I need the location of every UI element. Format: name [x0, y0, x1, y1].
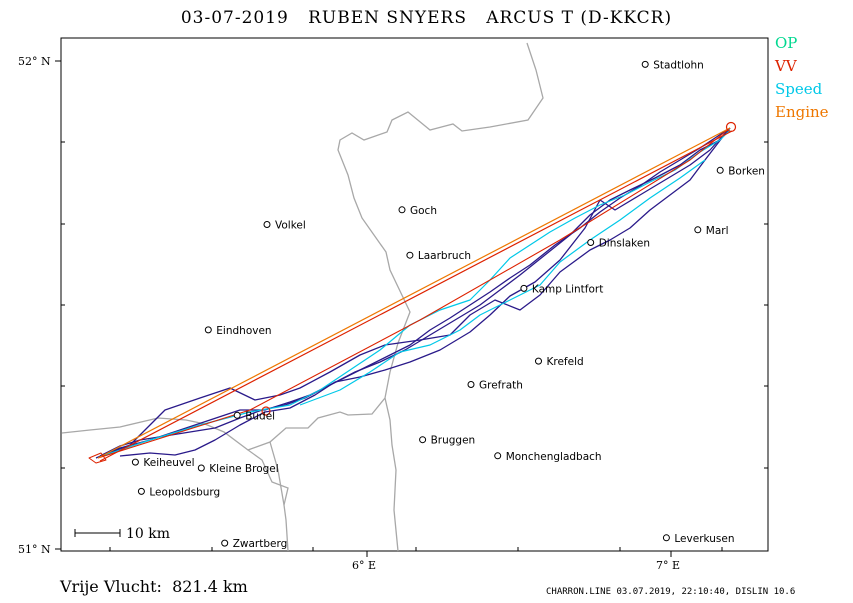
town-marker: [137, 487, 145, 495]
town-label: Kleine Brogel: [209, 463, 278, 475]
town-label: Laarbruch: [418, 250, 471, 262]
town-markers: Stadtlohn Borken Goch Volkel Marl Laarbruch Di…: [131, 59, 765, 550]
border-be-nl-south: [269, 441, 285, 506]
town-marker: [204, 326, 212, 334]
town-label: Monchengladbach: [506, 451, 602, 463]
town-label: Krefeld: [547, 356, 584, 368]
town-marker: [131, 458, 139, 466]
scale-bar-label: 10 km: [126, 526, 170, 542]
town-label: Dinslaken: [599, 238, 650, 250]
town-label: Kamp Lintfort: [532, 283, 603, 295]
town-label: Zwartberg: [233, 538, 288, 550]
town-marker: [662, 534, 670, 542]
legend-engine: Engine: [775, 103, 829, 121]
free-flight-distance: Vrije Vlucht: 821.4 km: [60, 577, 248, 596]
town-marker: [494, 452, 502, 460]
lon-label-6: 6° E: [352, 559, 376, 572]
town-marker: [197, 464, 205, 472]
lat-label-bottom: 51° N: [18, 543, 51, 556]
town-marker: [233, 411, 241, 419]
town-label: Borken: [728, 165, 765, 177]
map-title: 03-07-2019 RUBEN SNYERS ARCUS T (D-KKCR): [180, 8, 673, 28]
track-line-2: [99, 127, 731, 457]
town-marker: [694, 226, 702, 234]
town-marker: [520, 284, 528, 292]
town-label: Leopoldsburg: [149, 486, 220, 498]
flight-track: [88, 121, 737, 464]
town-marker: [535, 357, 542, 365]
turnpoint-marker-west: [261, 406, 271, 416]
border-nl-de: [246, 42, 544, 552]
scale-bar: 10 km: [74, 526, 170, 542]
legend-speed: Speed: [775, 80, 823, 98]
map-frame: [60, 37, 769, 552]
town-label: Budel: [245, 410, 275, 422]
legend-op: OP: [775, 34, 798, 52]
town-label: Goch: [410, 205, 437, 217]
town-marker: [467, 381, 475, 388]
program-info: CHARRON.LINE 03.07.2019, 22:10:40, DISLI…: [546, 587, 796, 597]
town-marker: [641, 60, 649, 68]
town-marker: [716, 166, 724, 174]
town-label: Eindhoven: [216, 325, 271, 337]
speed-line: [104, 129, 731, 456]
town-label: Bruggen: [431, 435, 476, 447]
town-label: Keiheuvel: [143, 457, 194, 469]
start-marker: [88, 452, 107, 464]
border-de-south: [384, 397, 399, 552]
town-label: Leverkusen: [674, 533, 734, 545]
turnpoint-marker-east: [725, 121, 737, 133]
border-lines: [61, 42, 544, 552]
town-label: Volkel: [275, 220, 306, 232]
legend-vv: VV: [775, 57, 797, 75]
town-label: Grefrath: [479, 380, 523, 392]
town-label: Stadtlohn: [653, 59, 704, 71]
track-line-3: [99, 129, 729, 458]
axis-ticks: [55, 60, 768, 557]
engine-line: [97, 127, 731, 459]
town-marker: [221, 539, 229, 547]
town-marker: [406, 251, 414, 259]
town-marker: [419, 436, 427, 444]
town-label: Marl: [706, 225, 729, 237]
town-marker: [398, 206, 406, 214]
lat-label-top: 52° N: [18, 55, 51, 68]
lon-label-7: 7° E: [656, 559, 680, 572]
vv-line: [97, 127, 731, 459]
vv-straight-line: [99, 130, 733, 462]
town-marker: [587, 239, 595, 246]
border-be-nl-west: [61, 417, 249, 451]
track-line-4: [119, 129, 729, 457]
town-marker: [263, 221, 271, 228]
speed-line-2: [299, 159, 706, 406]
